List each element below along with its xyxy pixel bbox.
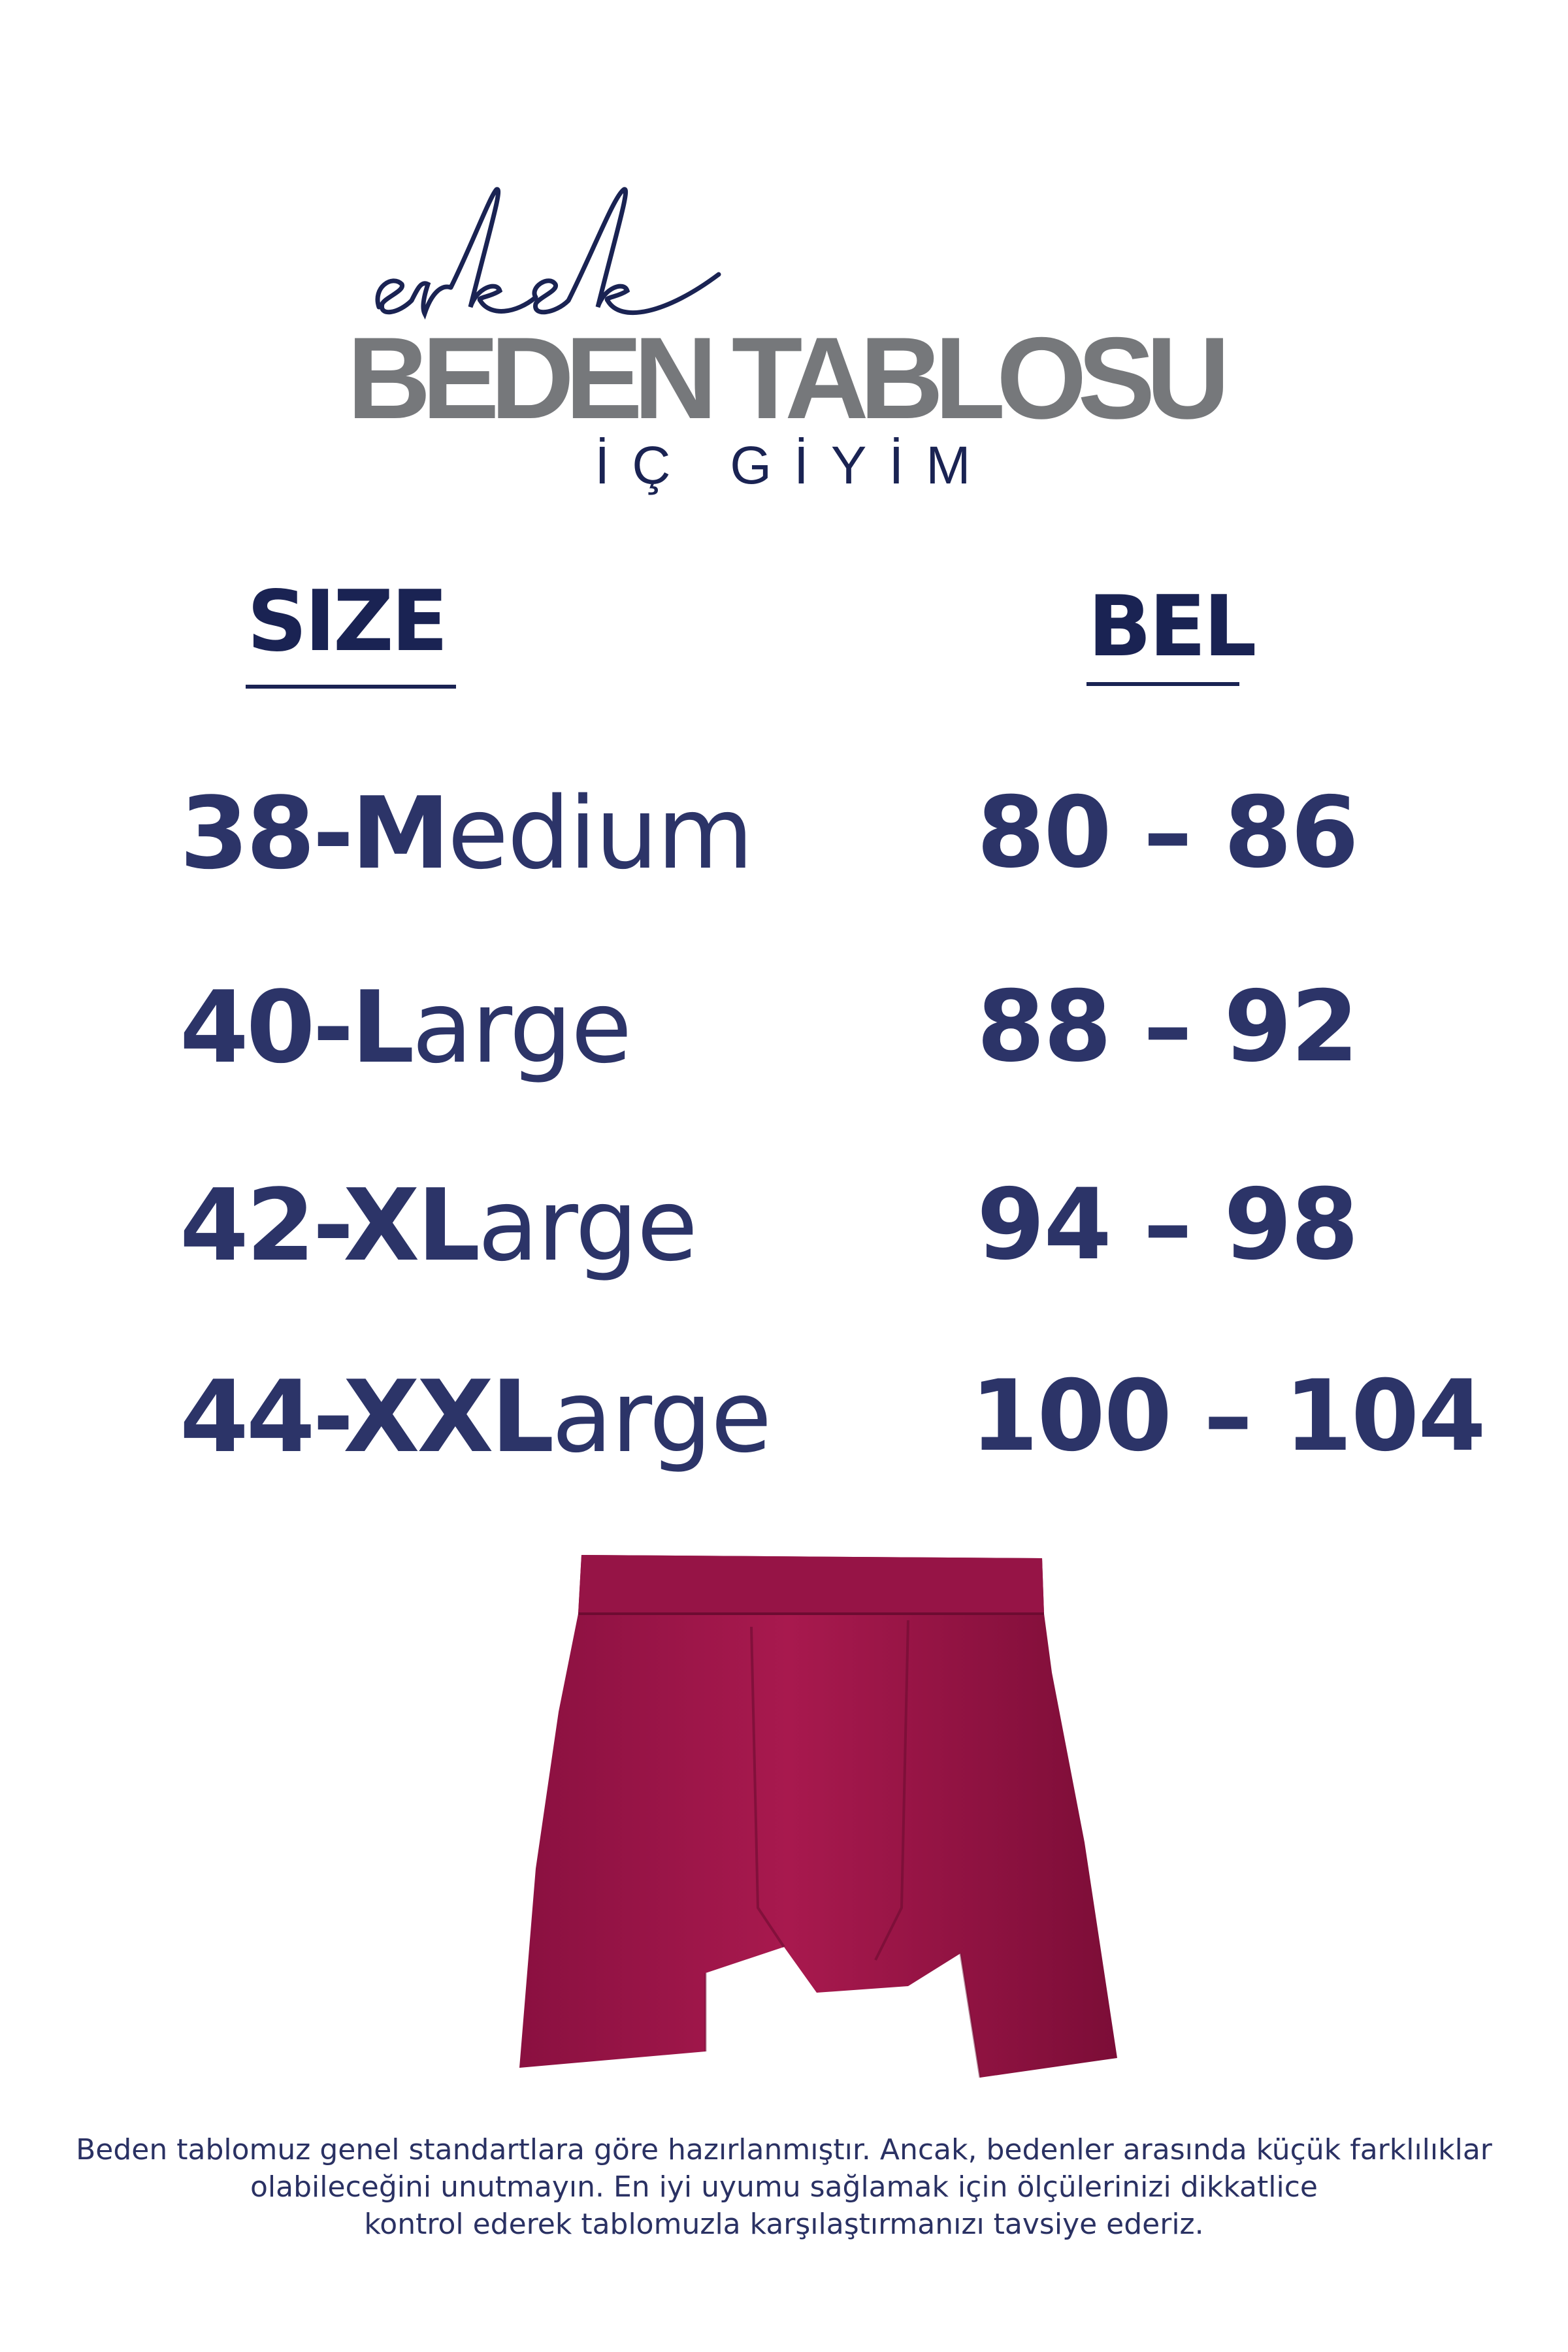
size-letter: M xyxy=(351,776,450,891)
size-word: arge xyxy=(412,970,632,1085)
size-row-medium: 38-Medium xyxy=(180,784,754,883)
size-column-header: SIZE xyxy=(247,573,448,670)
size-word: edium xyxy=(447,776,754,891)
size-number: 40- xyxy=(180,970,354,1085)
size-word: arge xyxy=(551,1359,772,1475)
size-row-large: 40-Large xyxy=(180,978,632,1077)
disclaimer-line: Beden tablomuz genel standartlara göre h… xyxy=(76,2133,1492,2166)
disclaimer-text: Beden tablomuz genel standartlara göre h… xyxy=(0,2131,1568,2243)
size-word: arge xyxy=(478,1168,698,1283)
boxer-briefs-image xyxy=(519,1555,1117,2078)
size-header-underline xyxy=(246,685,456,689)
disclaimer-line: kontrol ederek tablomuzla karşılaştırman… xyxy=(364,2208,1204,2241)
waist-header-underline xyxy=(1086,682,1239,686)
waist-column-header: BEL xyxy=(1088,578,1257,676)
size-number: 38- xyxy=(180,776,354,891)
size-number: 42- xyxy=(180,1168,346,1283)
size-row-xxlarge: 44-XXLarge xyxy=(180,1367,772,1467)
page-title: BEDEN TABLOSU xyxy=(347,313,1230,443)
waist-value-xlarge: 94 – 98 xyxy=(977,1168,1359,1282)
size-letter: L xyxy=(351,970,415,1085)
erkek-script-logo xyxy=(375,187,721,320)
size-letter: XL xyxy=(343,1168,480,1283)
size-number: 44- xyxy=(180,1359,346,1475)
waist-value-xxlarge: 100 – 104 xyxy=(970,1360,1486,1473)
waist-value-large: 88 – 92 xyxy=(977,970,1359,1084)
size-letter: XXL xyxy=(343,1359,554,1475)
waist-value-medium: 80 – 86 xyxy=(977,776,1359,890)
disclaimer-line: olabileceğini unutmayın. En iyi uyumu sa… xyxy=(250,2170,1318,2204)
size-row-xlarge: 42-XLarge xyxy=(180,1176,698,1275)
page-subtitle: İÇ GİYİM xyxy=(595,436,993,495)
